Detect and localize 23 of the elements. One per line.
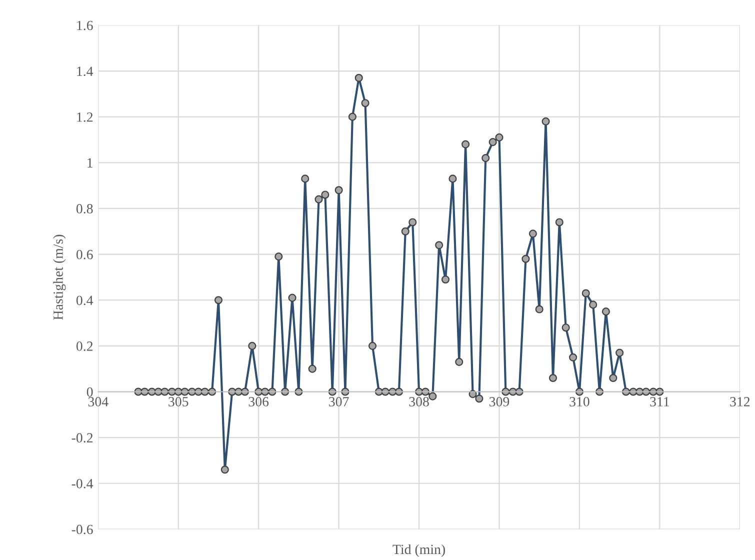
y-tick-label: 0.2 bbox=[76, 342, 93, 351]
x-tick-label: 307 bbox=[329, 397, 349, 406]
y-tick-label: 0.4 bbox=[76, 296, 94, 306]
y-tick-label: 1.2 bbox=[77, 112, 93, 122]
x-tick-label: 309 bbox=[489, 397, 510, 406]
x-tick-label: 304 bbox=[88, 397, 108, 406]
y-tick-label: 1.6 bbox=[77, 20, 93, 30]
y-tick-label: -0.2 bbox=[72, 433, 93, 443]
x-axis-title: Tid (min) bbox=[392, 544, 445, 557]
x-tick-label: 305 bbox=[168, 397, 188, 406]
x-tick-label: 306 bbox=[248, 397, 269, 406]
y-tick-label: 0.8 bbox=[76, 204, 93, 214]
y-tick-label: 1 bbox=[88, 158, 92, 168]
y-tick-label: -0.6 bbox=[72, 524, 93, 534]
x-tick-label: 312 bbox=[730, 397, 750, 406]
x-tick-label: 311 bbox=[650, 397, 670, 406]
x-tick-label: 308 bbox=[409, 397, 429, 406]
y-tick-label: 0 bbox=[86, 387, 93, 397]
x-tick-label: 310 bbox=[570, 397, 590, 406]
y-tick-label: 0.6 bbox=[76, 250, 93, 260]
y-tick-label: 1.4 bbox=[77, 66, 94, 76]
y-axis-title: Hastighet (m/s) bbox=[53, 234, 66, 320]
y-tick-label: -0.4 bbox=[72, 478, 94, 488]
